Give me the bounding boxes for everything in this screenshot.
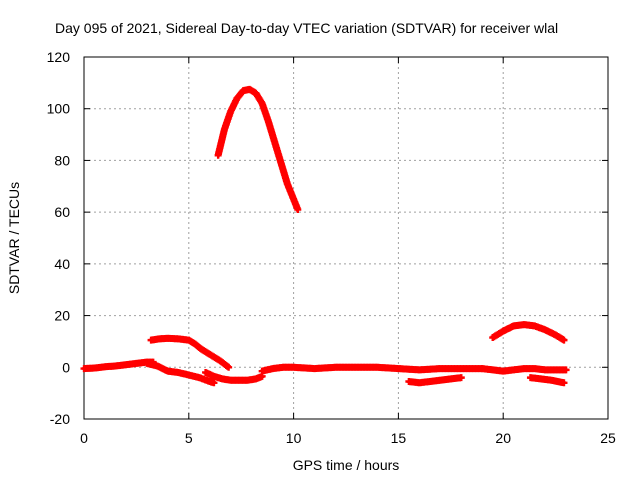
y-tick-label: 80	[54, 152, 70, 168]
x-tick-label: 20	[495, 430, 511, 446]
series-high-arc	[214, 85, 302, 214]
y-tick-label: 0	[62, 359, 70, 375]
series-flat-19-23h	[478, 365, 570, 375]
data-layer	[80, 85, 570, 387]
chart-title: Day 095 of 2021, Sidereal Day-to-day VTE…	[55, 20, 558, 36]
data-point	[560, 336, 568, 344]
series-arc-19.5-22.9h	[489, 321, 568, 344]
x-tick-label: 25	[600, 430, 616, 446]
x-tick-label: 15	[391, 430, 407, 446]
y-tick-label: -20	[50, 411, 70, 427]
y-tick-label: 40	[54, 256, 70, 272]
data-point	[562, 366, 570, 374]
data-point	[210, 379, 218, 387]
data-point	[457, 374, 465, 382]
series-dip-15.5-18h	[405, 374, 465, 387]
series-dip-3-6.2h	[143, 359, 218, 387]
plot-frame	[83, 56, 609, 420]
y-tick-label: 120	[47, 49, 71, 65]
series-trough-6-8.5h	[202, 368, 266, 384]
ticks-layer: 0 5 10 15 20 25 -20 0 20 40 60 80 100 120	[47, 49, 616, 446]
series-baseline-0-3.5h	[80, 358, 157, 373]
x-axis-label: GPS time / hours	[293, 457, 400, 473]
y-axis-label: SDTVAR / TECUs	[6, 182, 22, 294]
y-tick-label: 20	[54, 308, 70, 324]
series-arc-3.2-7h	[147, 334, 233, 371]
y-tick-label: 60	[54, 204, 70, 220]
series-dip-21.3-23h	[526, 374, 568, 387]
data-point	[294, 206, 302, 214]
data-point	[225, 363, 233, 371]
data-point	[560, 379, 568, 387]
y-tick-label: 100	[47, 101, 71, 117]
x-tick-label: 5	[185, 430, 193, 446]
x-tick-label: 0	[80, 430, 88, 446]
x-tick-label: 10	[286, 430, 302, 446]
series-flat-8.5-19h	[258, 363, 486, 375]
